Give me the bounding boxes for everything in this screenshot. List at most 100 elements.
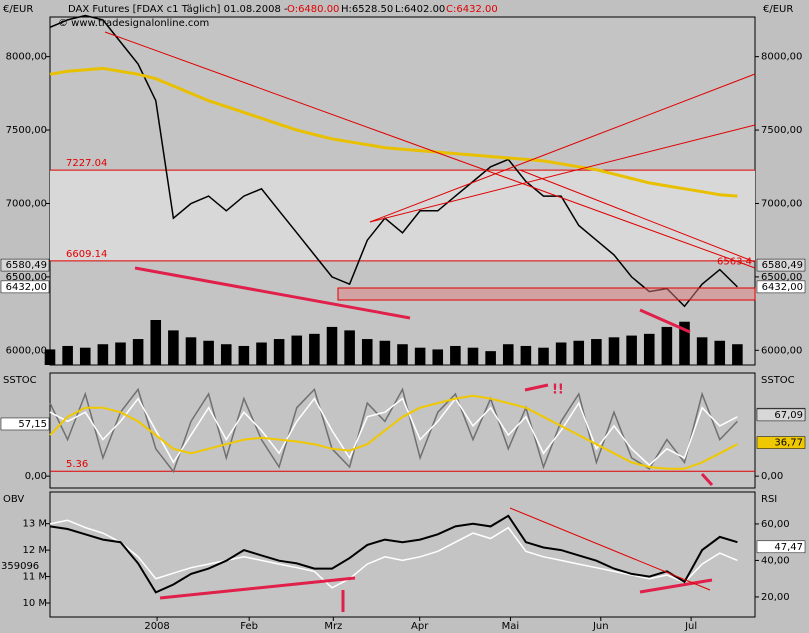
volume-bar xyxy=(414,347,426,365)
y-tick-label: 11 M xyxy=(22,572,47,583)
trend-line xyxy=(369,73,756,223)
volume-bar xyxy=(379,340,391,365)
volume-bar xyxy=(309,333,320,365)
volume-bar xyxy=(696,337,708,365)
arrow xyxy=(524,383,549,392)
value-marker xyxy=(0,280,50,294)
volume-bar xyxy=(361,339,373,365)
y-tick-label: 7500,00 xyxy=(6,125,47,136)
y-tick-label: 7000,00 xyxy=(6,198,47,209)
level-label: 7227.04 xyxy=(66,158,107,169)
support-zone xyxy=(337,287,756,301)
volume-bar xyxy=(97,344,109,365)
volume-bar xyxy=(220,344,232,365)
volume-bar xyxy=(79,347,91,365)
y-tick-label: 6500,00 xyxy=(761,272,802,283)
value-marker-label: 47,47 xyxy=(774,542,803,553)
high: H:6528.50 xyxy=(341,4,393,15)
y-tick-label: 0,00 xyxy=(25,471,47,482)
series-line xyxy=(49,397,738,467)
value-marker xyxy=(0,258,50,272)
copyright: © www.tradesignalonline.com xyxy=(58,18,209,29)
y-tick-label: 7500,00 xyxy=(761,125,802,136)
trend-line xyxy=(369,124,756,223)
y-tick-label: 8000,00 xyxy=(761,52,802,63)
level-label: 5.36 xyxy=(66,459,88,470)
currency-left: €/EUR xyxy=(3,4,33,15)
y-tick-label: 13 M xyxy=(22,519,47,530)
x-tick-label: Mai xyxy=(502,621,520,632)
volume-bar xyxy=(344,330,355,365)
divergence-line xyxy=(159,576,356,600)
value-marker-label: 36,77 xyxy=(774,438,803,449)
arrow xyxy=(700,472,714,487)
volume-bar xyxy=(714,340,726,365)
value-marker xyxy=(756,280,806,294)
volume-bar xyxy=(132,339,144,365)
volume-bar xyxy=(608,337,620,365)
volume-bar xyxy=(591,339,602,365)
pane xyxy=(49,491,756,618)
trend-annotations xyxy=(104,31,756,612)
low: L:6402.00 xyxy=(395,4,445,15)
volume-bar xyxy=(555,342,567,365)
volume-bar xyxy=(679,321,690,365)
volume-bar xyxy=(115,342,126,365)
level-label: 6609.14 xyxy=(66,249,107,260)
volume-bar xyxy=(626,335,637,365)
divergence-line xyxy=(134,266,411,320)
annotation: !! xyxy=(552,383,564,398)
series-line xyxy=(49,519,738,589)
x-tick-label: Mrz xyxy=(324,621,342,632)
series-line xyxy=(49,66,738,198)
volume-bar xyxy=(732,344,743,365)
pane-title: SSTOC xyxy=(761,375,795,386)
volume-bar xyxy=(150,320,162,365)
trend-line xyxy=(509,507,711,591)
level-annotation: 6563.4 xyxy=(717,257,752,268)
y-tick-label: 7000,00 xyxy=(761,198,802,209)
series-line xyxy=(49,514,738,594)
volume-bar xyxy=(467,347,479,365)
volume-bar xyxy=(326,326,338,365)
value-marker xyxy=(756,258,806,272)
volume-bar xyxy=(643,333,655,365)
volume-bar xyxy=(273,339,285,365)
y-tick-label: 12 M xyxy=(22,545,47,556)
y-tick-label: 6500,00 xyxy=(6,272,47,283)
value-marker-label: 57,15 xyxy=(18,419,47,430)
volume-bar xyxy=(485,351,496,365)
series-line xyxy=(49,14,738,308)
value-marker xyxy=(756,436,806,449)
divergence-line xyxy=(639,308,691,334)
title: DAX Futures [FDAX c1 Täglich] 01.08.2008… xyxy=(68,4,288,15)
open: O:6480.00 xyxy=(287,4,339,15)
y2-tick-label: 40,00 xyxy=(761,555,790,566)
trend-line xyxy=(519,169,756,263)
value-marker xyxy=(756,408,806,422)
volume-bar xyxy=(573,340,585,365)
x-tick-label: Apr xyxy=(411,621,429,632)
annotation: 359096 xyxy=(1,561,39,572)
series-line xyxy=(49,394,738,470)
y-tick-label: 0,00 xyxy=(761,471,783,482)
x-tick-label: 2008 xyxy=(144,621,169,632)
volume-bar xyxy=(520,345,532,365)
volume-bar xyxy=(185,337,197,365)
volume-bar xyxy=(432,349,444,365)
pane-title: OBV xyxy=(3,494,24,505)
volume-bar xyxy=(203,340,214,365)
value-marker-label: 6580,49 xyxy=(762,260,803,271)
y-tick-label: 8000,00 xyxy=(6,52,47,63)
y2-tick-label: 60,00 xyxy=(761,519,790,530)
x-tick-label: Jun xyxy=(592,621,609,632)
volume-bar xyxy=(502,344,514,365)
currency-right: €/EUR xyxy=(763,4,793,15)
value-marker xyxy=(756,540,806,554)
volume-bar xyxy=(661,326,673,365)
close: C:6432.00 xyxy=(446,4,498,15)
value-marker-label: 67,09 xyxy=(774,410,803,421)
y2-tick-label: 20,00 xyxy=(761,592,790,603)
y-tick-label: 10 M xyxy=(22,598,47,609)
